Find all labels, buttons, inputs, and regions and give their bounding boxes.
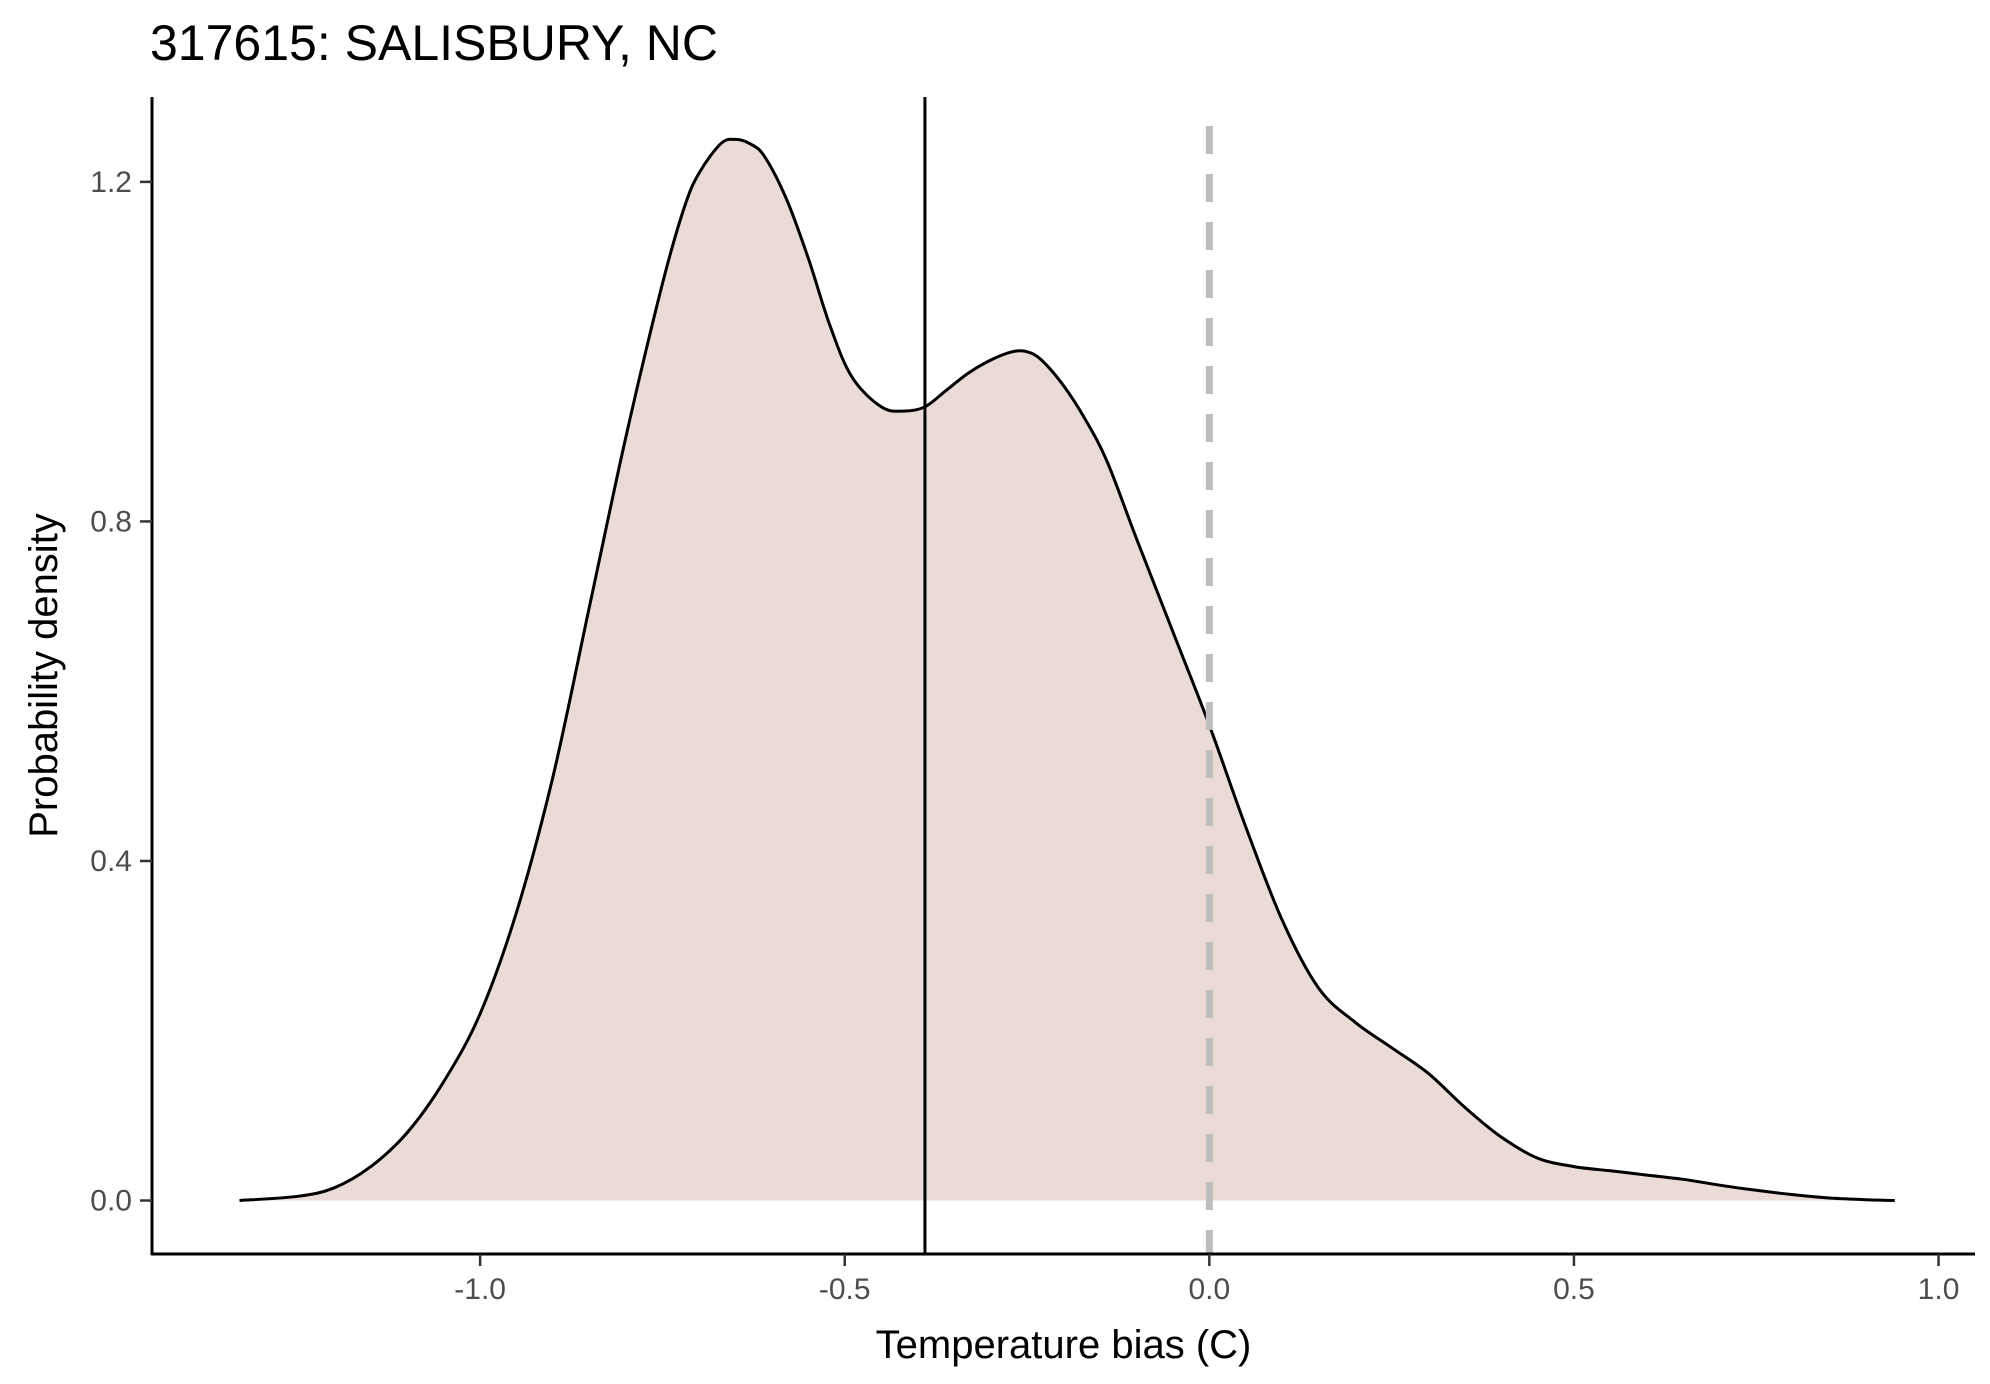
x-tick-label: 0.5 <box>1553 1273 1595 1306</box>
x-tick-label: -0.5 <box>819 1273 871 1306</box>
x-tick-label: 1.0 <box>1918 1273 1960 1306</box>
chart-title: 317615: SALISBURY, NC <box>150 15 718 71</box>
x-tick-label: 0.0 <box>1188 1273 1230 1306</box>
x-axis-title: Temperature bias (C) <box>876 1323 1252 1367</box>
density-area <box>239 139 1895 1201</box>
density-line <box>239 137 1895 1202</box>
y-tick-label: 0.4 <box>90 845 132 878</box>
y-tick-label: 1.2 <box>90 166 132 199</box>
y-axis-title: Probability density <box>22 513 66 838</box>
x-axis-ticks: -1.0 -0.5 0.0 0.5 1.0 <box>454 1254 1959 1306</box>
y-axis-ticks: 0.0 0.4 0.8 1.2 <box>90 166 152 1218</box>
y-tick-label: 0.8 <box>90 505 132 538</box>
x-tick-label: -1.0 <box>454 1273 506 1306</box>
y-tick-label: 0.0 <box>90 1185 132 1218</box>
